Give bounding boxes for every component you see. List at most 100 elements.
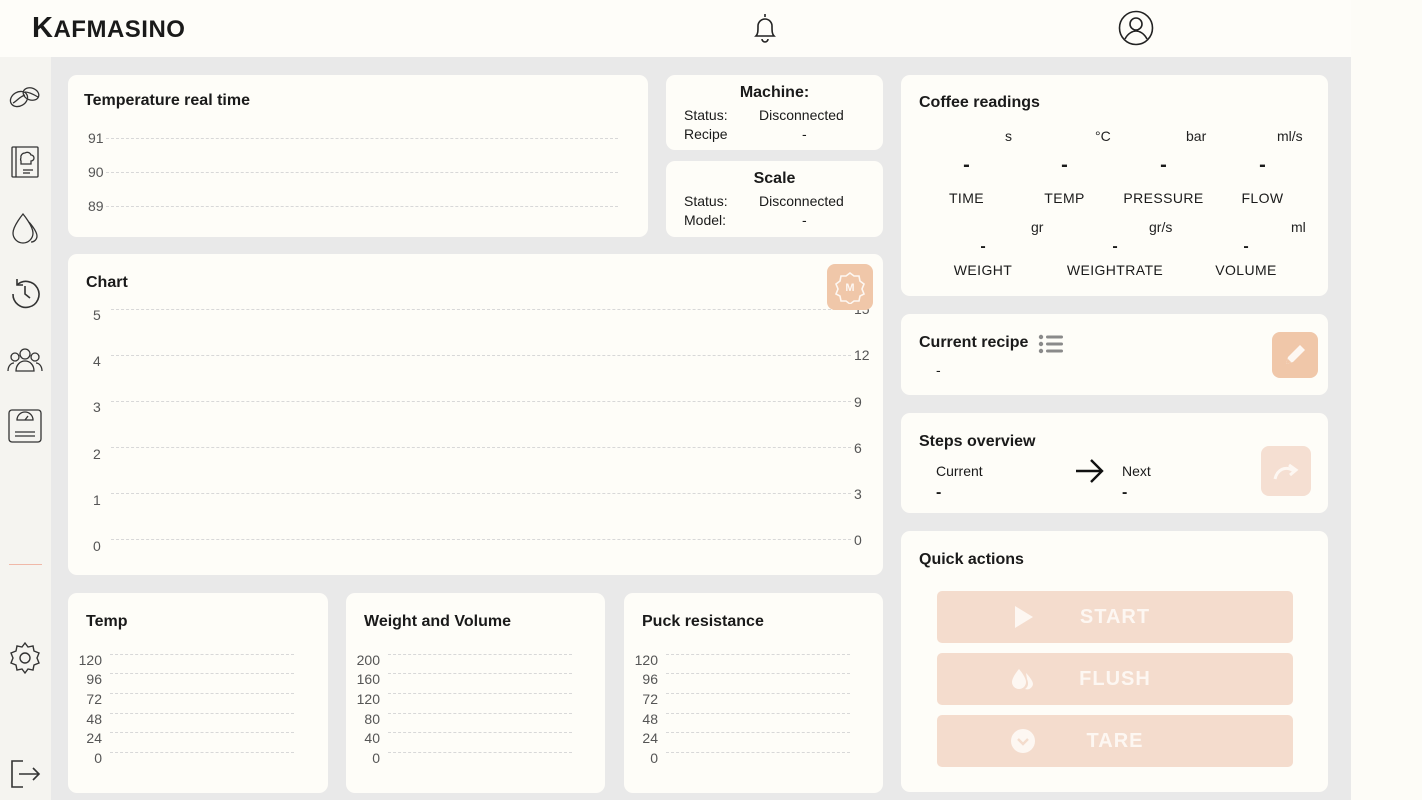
time-value: - <box>963 154 970 176</box>
grid-line <box>106 172 618 173</box>
chart-card: Chart 5 4 3 2 1 0 15 12 9 6 3 0 M <box>68 254 883 575</box>
top-bar: KAFMASINO <box>0 0 1351 57</box>
sidebar-divider <box>9 564 42 565</box>
tick-label: 24 <box>642 730 658 746</box>
tick-label: 3 <box>93 399 101 415</box>
users-icon[interactable] <box>7 342 43 378</box>
sidebar <box>0 57 51 800</box>
flow-label: FLOW <box>1241 190 1284 206</box>
grid-line <box>106 138 618 139</box>
time-unit: s <box>1005 128 1012 144</box>
grid-line <box>666 713 850 714</box>
flush-label: FLUSH <box>1079 668 1151 690</box>
tick-label: 24 <box>86 730 102 746</box>
bell-icon[interactable] <box>747 10 783 46</box>
logout-icon[interactable] <box>7 756 43 792</box>
tick-label: 160 <box>356 671 380 687</box>
tick-label: 89 <box>88 198 104 214</box>
grid-line <box>388 752 572 753</box>
tick-label: 2 <box>93 446 101 462</box>
tick-label: 0 <box>854 532 862 548</box>
weight-label: WEIGHT <box>953 262 1013 278</box>
water-drops-icon[interactable] <box>7 210 43 246</box>
tare-button[interactable]: TARE <box>937 715 1293 767</box>
temp-value: - <box>1061 154 1068 176</box>
tick-label: 80 <box>364 711 380 727</box>
weightrate-value: - <box>1112 238 1118 255</box>
flush-button[interactable]: FLUSH <box>937 653 1293 705</box>
grid-line <box>110 752 294 753</box>
grid-line <box>111 355 851 356</box>
scale-card: Scale Status: Disconnected Model: - <box>666 161 883 237</box>
machine-recipe-value: - <box>802 126 807 142</box>
coffee-beans-icon[interactable] <box>7 79 43 115</box>
pressure-value: - <box>1160 154 1167 176</box>
grid-line <box>111 539 851 540</box>
tick-label: 0 <box>372 750 380 766</box>
grid-line <box>388 673 572 674</box>
arrow-right-icon <box>1076 459 1104 483</box>
tick-label: 6 <box>854 440 862 456</box>
water-drops-icon <box>1012 669 1033 690</box>
recipe-book-icon[interactable] <box>7 144 43 180</box>
scale-icon[interactable] <box>7 408 43 444</box>
current-step-value: - <box>936 484 942 501</box>
machine-title: Machine: <box>739 84 810 101</box>
time-label: TIME <box>948 190 985 206</box>
temperature-realtime-card: Temperature real time 91 90 89 <box>68 75 648 237</box>
app-logo[interactable]: KAFMASINO <box>32 12 186 44</box>
steps-overview-card: Steps overview Current - Next - <box>901 413 1328 513</box>
start-label: START <box>1079 606 1151 628</box>
scale-status-value: Disconnected <box>759 193 844 209</box>
card-title: Steps overview <box>919 433 1036 450</box>
card-title: Current recipe <box>919 334 1029 351</box>
grid-line <box>110 713 294 714</box>
grid-line <box>111 447 851 448</box>
tick-label: 1 <box>93 492 101 508</box>
start-button[interactable]: START <box>937 591 1293 643</box>
user-account-icon[interactable] <box>1118 10 1154 46</box>
card-title: Temperature real time <box>84 92 250 109</box>
tick-label: 91 <box>88 130 104 146</box>
grid-line <box>111 493 851 494</box>
mode-badge-icon: M <box>834 272 866 304</box>
settings-icon[interactable] <box>7 640 43 676</box>
coffee-readings-card: Coffee readings s °C bar ml/s - - - - TI… <box>901 75 1328 296</box>
tick-label: 72 <box>86 691 102 707</box>
skip-step-button[interactable] <box>1261 446 1311 496</box>
card-title: Chart <box>86 274 128 291</box>
card-title: Temp <box>86 613 128 630</box>
card-title: Quick actions <box>919 551 1024 568</box>
status-label: Status: <box>684 107 728 123</box>
grid-line <box>388 732 572 733</box>
tick-label: 72 <box>642 691 658 707</box>
tick-label: 120 <box>634 652 658 668</box>
current-recipe-card: Current recipe - <box>901 314 1328 395</box>
grid-line <box>111 401 851 402</box>
tick-label: 96 <box>86 671 102 687</box>
weight-unit: gr <box>1031 219 1044 235</box>
grid-line <box>388 654 572 655</box>
tick-label: 0 <box>650 750 658 766</box>
history-icon[interactable] <box>7 276 43 312</box>
pressure-label: PRESSURE <box>1123 190 1204 206</box>
flow-value: - <box>1259 154 1266 176</box>
card-title: Weight and Volume <box>364 613 511 630</box>
svg-text:M: M <box>845 282 854 294</box>
weight-volume-chart-card: Weight and Volume 200 160 120 80 40 0 <box>346 593 605 793</box>
tick-label: 96 <box>642 671 658 687</box>
grid-line <box>666 693 850 694</box>
volume-unit: ml <box>1291 219 1306 235</box>
chevron-down-circle-icon <box>1011 729 1035 753</box>
grid-line <box>666 654 850 655</box>
weightrate-unit: gr/s <box>1149 219 1173 235</box>
tick-label: 200 <box>356 652 380 668</box>
grid-line <box>111 309 851 310</box>
tick-label: 4 <box>93 353 101 369</box>
window-edge <box>1351 0 1422 800</box>
grid-line <box>110 654 294 655</box>
tick-label: 120 <box>78 652 102 668</box>
chart-mode-button[interactable]: M <box>827 264 873 310</box>
list-icon[interactable] <box>1038 334 1064 354</box>
edit-recipe-button[interactable] <box>1272 332 1318 378</box>
